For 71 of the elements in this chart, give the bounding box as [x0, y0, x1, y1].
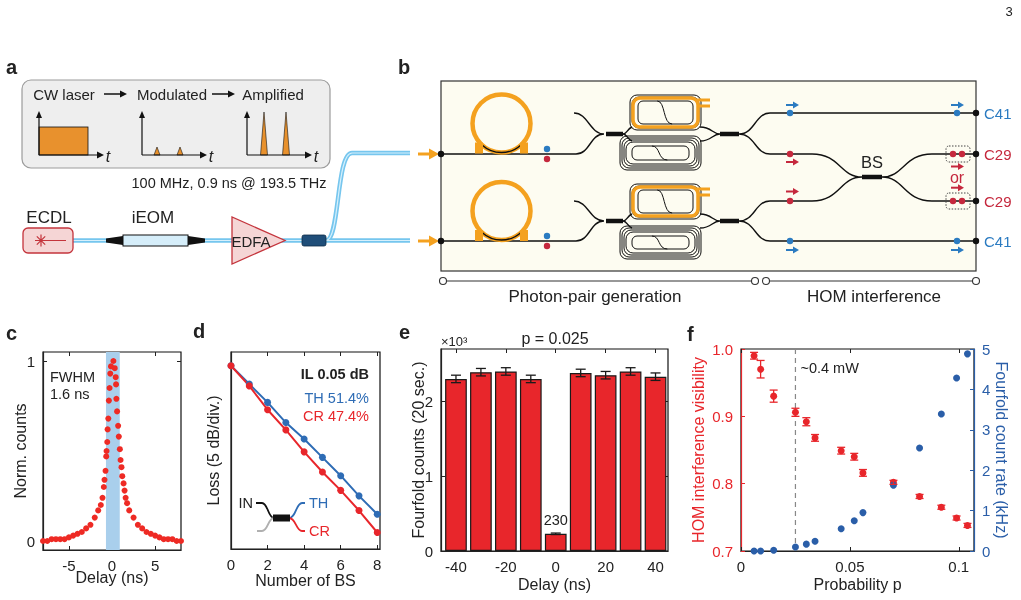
- text: t: [208, 147, 214, 165]
- text: C41: [984, 104, 1012, 122]
- y-tick-label: 0.9: [712, 407, 733, 425]
- text: HOM interference: [806, 286, 942, 306]
- text: c: [6, 322, 18, 344]
- text: d: [193, 320, 206, 342]
- y-axis-title: Fourfold counts (20 sec.): [409, 361, 427, 539]
- text: Photon-pair generation: [508, 286, 682, 306]
- text: CW laser: [33, 85, 95, 103]
- legend-label: CR: [309, 523, 330, 539]
- text: ×10³: [441, 333, 469, 349]
- x-tick-label: 0: [551, 558, 560, 575]
- x-axis-title: Delay (ns): [518, 575, 591, 593]
- y-axis-title: Norm. counts: [11, 403, 29, 499]
- x-tick-label: 2: [263, 556, 272, 573]
- y-tick-label: 2: [424, 392, 433, 410]
- text: ECDL: [26, 207, 72, 227]
- legend-label: TH: [309, 495, 329, 511]
- y-tick-label: 0.7: [712, 542, 733, 560]
- y2-tick-label: 2: [982, 461, 991, 479]
- x-tick-label: 0.1: [948, 558, 970, 575]
- text: e: [399, 321, 411, 343]
- x-tick-label: 40: [647, 558, 664, 575]
- x-tick-label: -20: [495, 558, 517, 575]
- x-axis-title: Probability p: [813, 575, 902, 593]
- x-tick-label: 0: [226, 556, 236, 573]
- y2-tick-label: 1: [982, 502, 991, 520]
- annotation: TH 51.4%: [304, 390, 370, 406]
- y2-tick-label: 4: [982, 380, 991, 398]
- x-tick-label: 4: [299, 556, 309, 573]
- y2-tick-label: 0: [982, 542, 991, 560]
- x-tick-label: 0: [736, 558, 746, 575]
- x-tick-label: -40: [445, 558, 467, 575]
- annotation: IN: [238, 495, 253, 511]
- x-tick-label: 5: [150, 557, 160, 574]
- text: EDFA: [231, 232, 271, 250]
- text: a: [6, 56, 18, 78]
- y-tick-label: 0.8: [712, 475, 733, 493]
- text: 100 MHz, 0.9 ns @ 193.5 THz: [131, 175, 327, 191]
- text: iEOM: [131, 207, 175, 227]
- x-tick-label: 8: [373, 556, 382, 573]
- x-tick-label: 0.05: [835, 558, 865, 575]
- text: b: [398, 56, 411, 78]
- x-tick-label: 20: [597, 558, 614, 575]
- x-axis-title: Number of BS: [255, 571, 356, 589]
- text: 3: [1005, 3, 1013, 19]
- text: f: [687, 323, 694, 345]
- y-tick-label: 1.0: [712, 340, 733, 358]
- text: t: [313, 147, 319, 165]
- text: C41: [984, 232, 1012, 250]
- text: C29: [984, 192, 1012, 210]
- y-axis-title: Loss (5 dB/div.): [204, 395, 222, 506]
- chart-title: p = 0.025: [521, 329, 589, 347]
- y2-axis-title: Fourfold count rate (kHz): [992, 361, 1010, 539]
- annotation: 1.6 ns: [50, 386, 90, 402]
- y2-tick-label: 3: [982, 421, 991, 439]
- annotation: 230: [543, 511, 568, 528]
- y-tick-label: 1: [424, 467, 433, 485]
- y2-tick-label: 5: [982, 340, 991, 358]
- text: Amplified: [242, 85, 304, 103]
- annotation: FWHM: [50, 369, 96, 385]
- annotation: CR 47.4%: [302, 408, 370, 424]
- ref-line-label: ~0.4 mW: [800, 360, 860, 376]
- annotation: IL 0.05 dB: [300, 366, 369, 382]
- y-axis-title: HOM interference visibility: [689, 357, 707, 543]
- text: t: [105, 147, 111, 165]
- x-tick-label: 6: [336, 556, 345, 573]
- x-tick-label: -5: [62, 557, 76, 574]
- text: Modulated: [136, 85, 208, 103]
- text: C29: [984, 145, 1012, 163]
- y-tick-label: 0: [424, 542, 433, 560]
